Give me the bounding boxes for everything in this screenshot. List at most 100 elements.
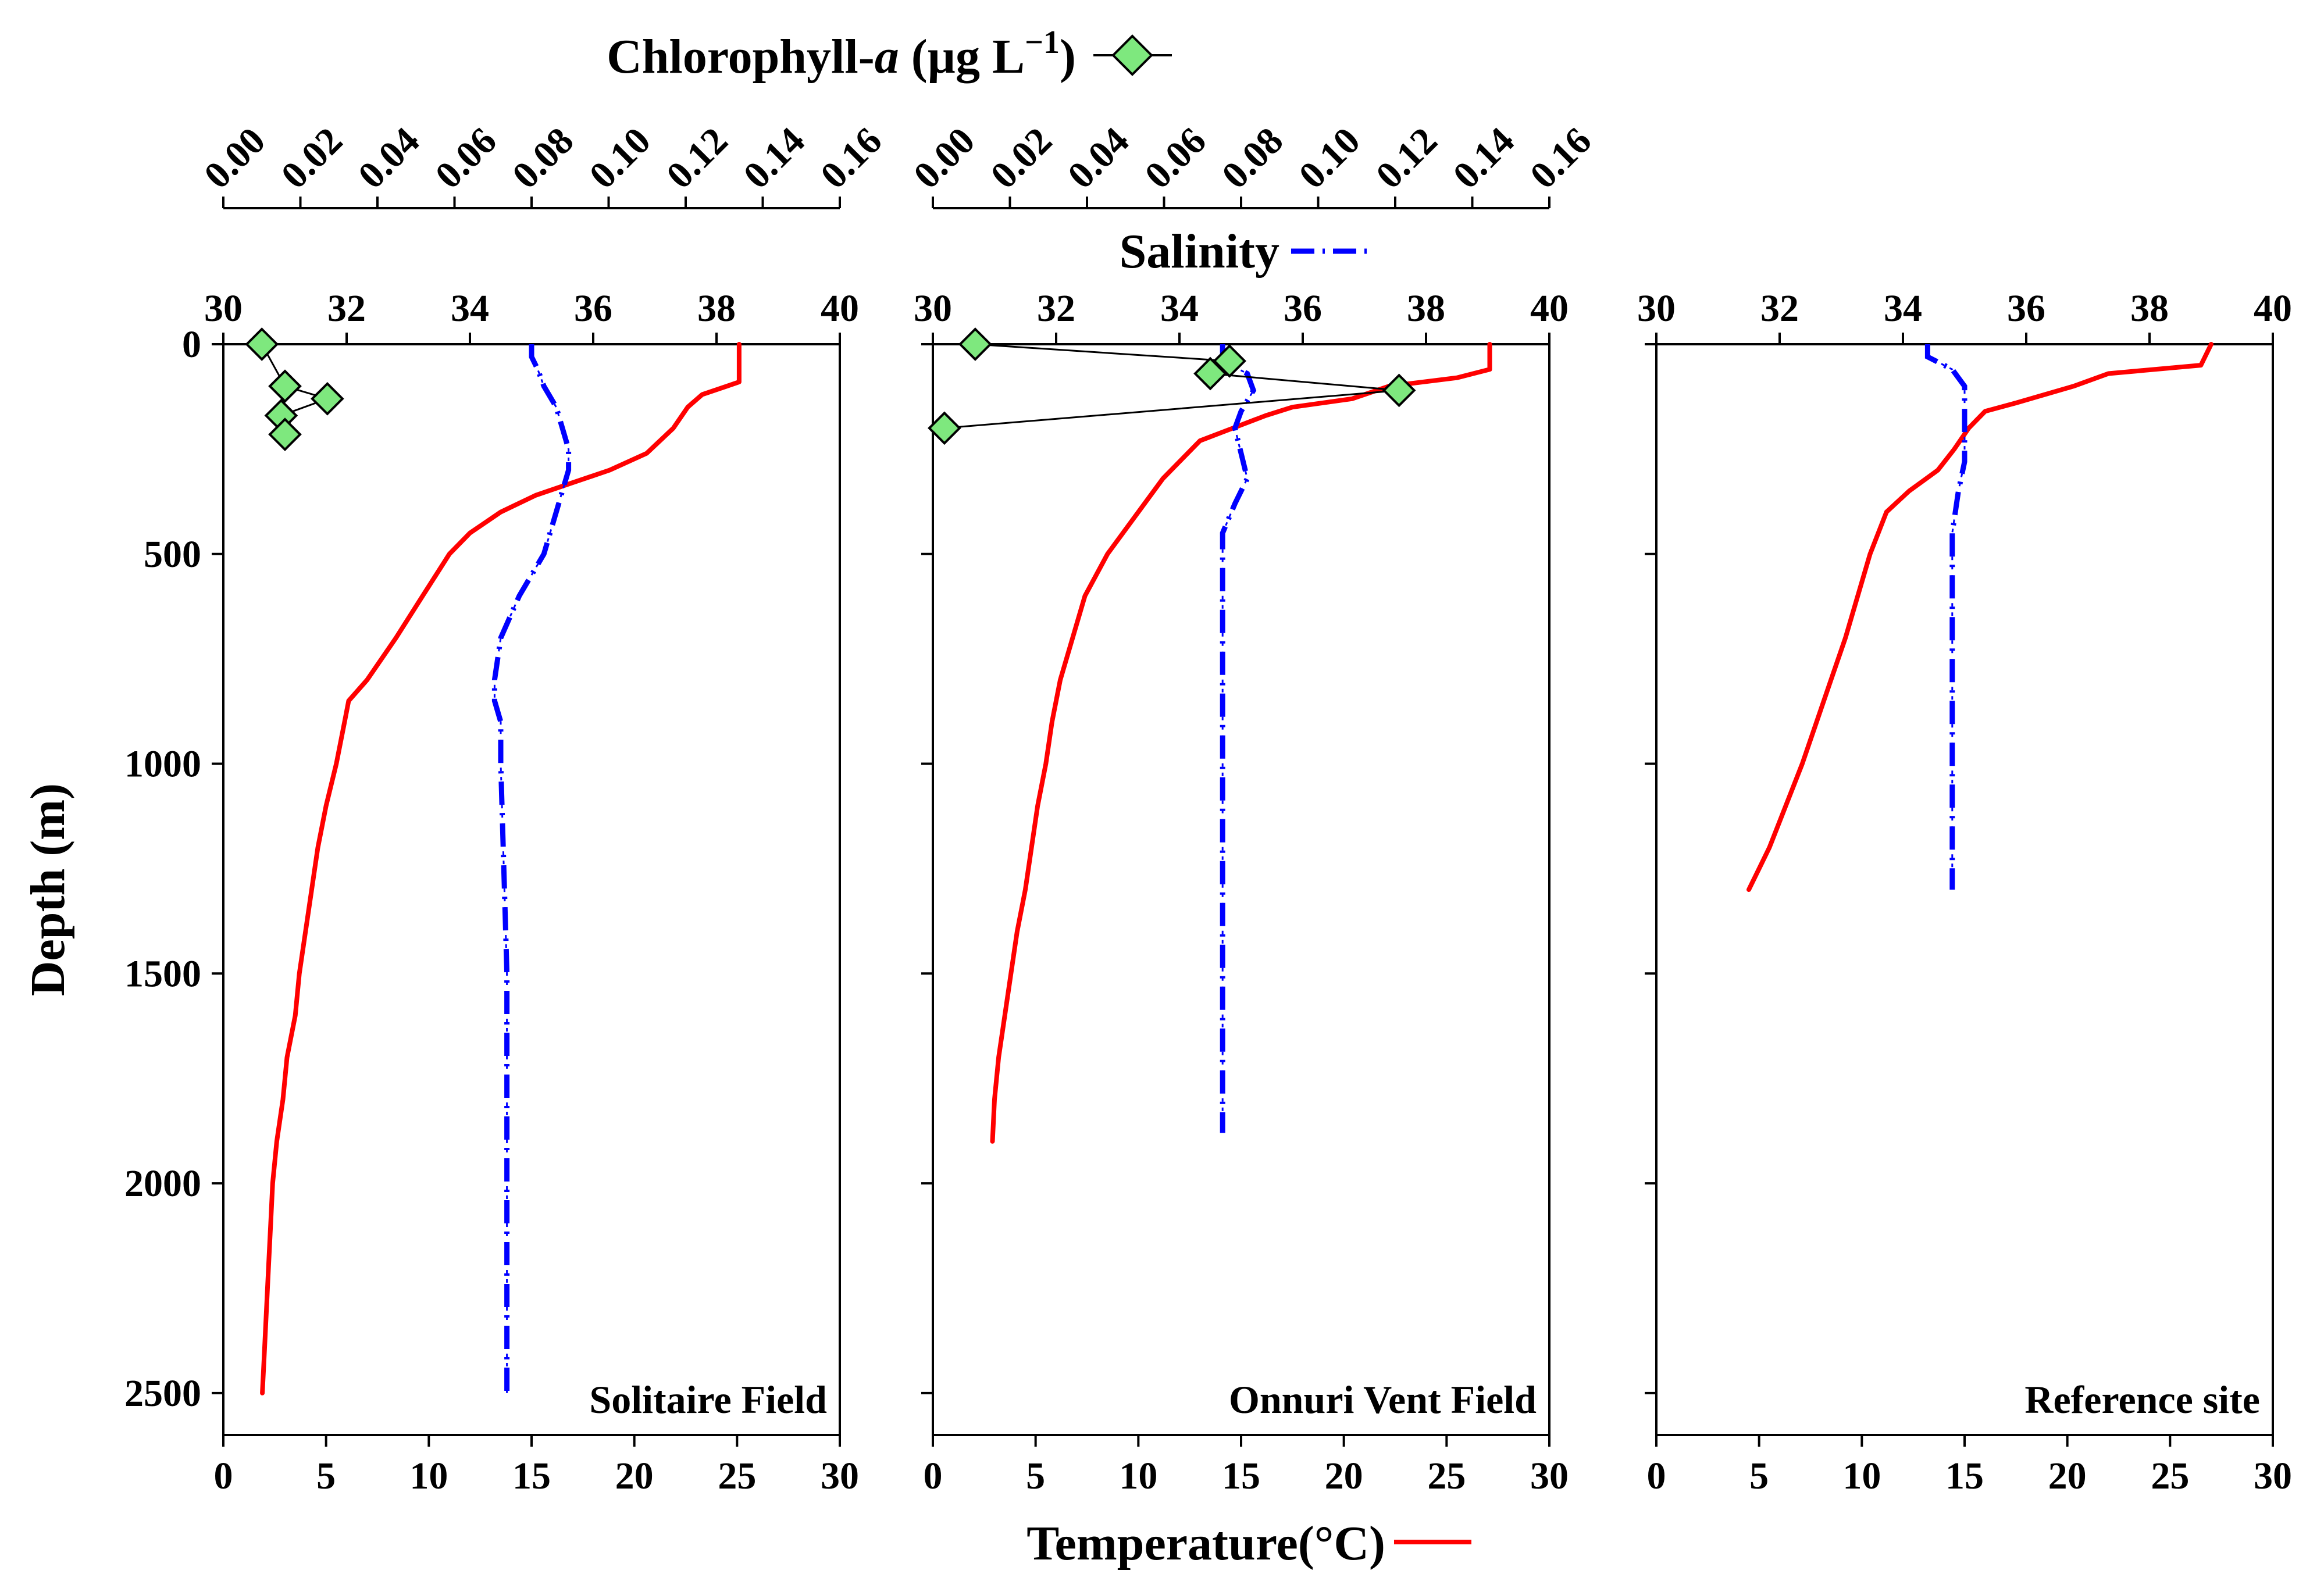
- temperature-line: [260, 342, 742, 1395]
- salinity-tick-label: 40: [1530, 287, 1569, 330]
- chlorophyll-tick-label: 0.02: [273, 119, 350, 197]
- chlorophyll-tick-label: 0.16: [1522, 119, 1599, 197]
- chlorophyll-title-main: Chlorophyll-: [607, 30, 875, 84]
- chlorophyll-tick-label: 0.10: [1291, 119, 1368, 197]
- temperature-tick-label: 0: [214, 1455, 233, 1497]
- temperature-tick-label: 25: [1427, 1455, 1466, 1497]
- temperature-tick-label: 30: [821, 1455, 859, 1497]
- panel-solitaire-field: 0 500 1000 1500 2000 2500 0 5 10 15 20 25 30 30 32 34 36…: [124, 119, 890, 1497]
- chlorophyll-title-close: ): [1060, 30, 1076, 84]
- depth-tick-label: 0: [182, 323, 201, 366]
- salinity-tick-label: 36: [574, 287, 612, 330]
- chlorophyll-point: [268, 369, 302, 403]
- chlorophyll-point: [928, 411, 961, 445]
- salinity-tick-label: 30: [914, 287, 952, 330]
- panel-label: Reference site: [2024, 1377, 2260, 1422]
- chlorophyll-tick-label: 0.06: [427, 119, 504, 197]
- chlorophyll-point: [311, 381, 344, 416]
- chlorophyll-tick-label: 0.08: [1214, 119, 1291, 197]
- temperature-tick-label: 0: [1647, 1455, 1666, 1497]
- salinity-tick-label: 32: [327, 287, 366, 330]
- temperature-tick-label: 30: [2254, 1455, 2292, 1497]
- chlorophyll-point: [245, 327, 279, 361]
- temperature-tick-label: 15: [1222, 1455, 1260, 1497]
- chlorophyll-tick-label: 0.12: [1368, 119, 1445, 197]
- salinity-tick-label: 30: [1637, 287, 1676, 330]
- depth-axis-title: Depth (m): [21, 783, 75, 996]
- salinity-tick-label: 38: [697, 287, 736, 330]
- temperature-tick-label: 10: [1119, 1455, 1157, 1497]
- temperature-axis-title: Temperature(°C): [1026, 1516, 1385, 1571]
- temperature-legend: Temperature(°C): [1026, 1516, 1471, 1571]
- chlorophyll-tick-label: 0.08: [504, 119, 582, 197]
- chlorophyll-tick-label: 0.04: [1060, 119, 1137, 197]
- salinity-tick-label: 30: [204, 287, 243, 330]
- salinity-tick-label: 40: [821, 287, 859, 330]
- salinity-tick-label: 40: [2254, 287, 2292, 330]
- salinity-line: [491, 344, 572, 1393]
- chlorophyll-title-italic: a: [875, 30, 899, 84]
- chlorophyll-tick-label: 0.10: [581, 119, 658, 197]
- salinity-legend: Salinity: [1120, 224, 1373, 279]
- temperature-tick-label: 15: [1945, 1455, 1984, 1497]
- chlorophyll-axis-title: Chlorophyll-a (µg L−1): [607, 24, 1076, 84]
- chlorophyll-point: [1382, 373, 1416, 408]
- salinity-line: [1924, 344, 1967, 890]
- salinity-tick-label: 36: [2007, 287, 2045, 330]
- temperature-tick-label: 25: [718, 1455, 756, 1497]
- salinity-line: [1220, 344, 1257, 1133]
- temperature-tick-label: 5: [1026, 1455, 1045, 1497]
- chlorophyll-tick-label: 0.00: [906, 119, 983, 197]
- temperature-line: [990, 342, 1492, 1144]
- temperature-tick-label: 30: [1530, 1455, 1569, 1497]
- salinity-tick-label: 38: [2130, 287, 2169, 330]
- temperature-tick-label: 0: [924, 1455, 943, 1497]
- panel-onnuri-vent-field: 0 5 10 15 20 25 30 30 32 34 36 38 40 0.00 0.02 0.04 0.06…: [906, 119, 1599, 1497]
- salinity-tick-label: 32: [1760, 287, 1799, 330]
- temperature-line: [1746, 342, 2213, 892]
- chlorophyll-tick-label: 0.12: [658, 119, 736, 197]
- depth-tick-label: 1000: [124, 743, 201, 786]
- temperature-tick-label: 25: [2151, 1455, 2189, 1497]
- chlorophyll-tick-label: 0.14: [735, 119, 812, 197]
- salinity-tick-label: 34: [1160, 287, 1199, 330]
- salinity-line-underlay: [1926, 344, 1966, 890]
- salinity-line-underlay: [1221, 344, 1254, 1133]
- chlorophyll-tick-label: 0.14: [1445, 119, 1522, 197]
- chlorophyll-point: [958, 327, 992, 361]
- chlorophyll-tick-label: 0.00: [196, 119, 273, 197]
- depth-tick-label: 2500: [124, 1372, 201, 1415]
- chlorophyll-tick-label: 0.06: [1136, 119, 1214, 197]
- salinity-tick-label: 32: [1037, 287, 1075, 330]
- salinity-axis-title: Salinity: [1120, 224, 1279, 279]
- panel-reference-site: 0 5 10 15 20 25 30 30 32 34 36 38 40 Reference site: [1637, 287, 2292, 1497]
- panel-label: Solitaire Field: [589, 1377, 827, 1422]
- salinity-tick-label: 34: [451, 287, 489, 330]
- chlorophyll-legend: Chlorophyll-a (µg L−1): [607, 24, 1172, 84]
- chlorophyll-tick-label: 0.04: [350, 119, 427, 197]
- chlorophyll-tick-label: 0.16: [812, 119, 890, 197]
- panel-label: Onnuri Vent Field: [1229, 1377, 1537, 1422]
- temperature-tick-label: 20: [1325, 1455, 1363, 1497]
- salinity-tick-label: 34: [1884, 287, 1922, 330]
- temperature-tick-label: 15: [512, 1455, 551, 1497]
- chlorophyll-legend-marker: [1111, 34, 1153, 76]
- salinity-tick-label: 36: [1284, 287, 1322, 330]
- salinity-tick-label: 38: [1407, 287, 1445, 330]
- temperature-tick-label: 10: [409, 1455, 448, 1497]
- temperature-tick-label: 20: [615, 1455, 654, 1497]
- temperature-tick-label: 5: [1749, 1455, 1769, 1497]
- chlorophyll-tick-label: 0.02: [982, 119, 1060, 197]
- chlorophyll-title-units: (µg L: [899, 30, 1025, 84]
- chlorophyll-line: [944, 343, 1399, 429]
- temperature-tick-label: 5: [316, 1455, 336, 1497]
- depth-tick-label: 2000: [124, 1162, 201, 1205]
- temperature-tick-label: 20: [2048, 1455, 2087, 1497]
- depth-tick-label: 500: [144, 533, 201, 576]
- chlorophyll-title-sup: −1: [1025, 24, 1060, 60]
- depth-tick-label: 1500: [124, 952, 201, 995]
- plot-frame: [222, 343, 841, 1436]
- temperature-tick-label: 10: [1842, 1455, 1881, 1497]
